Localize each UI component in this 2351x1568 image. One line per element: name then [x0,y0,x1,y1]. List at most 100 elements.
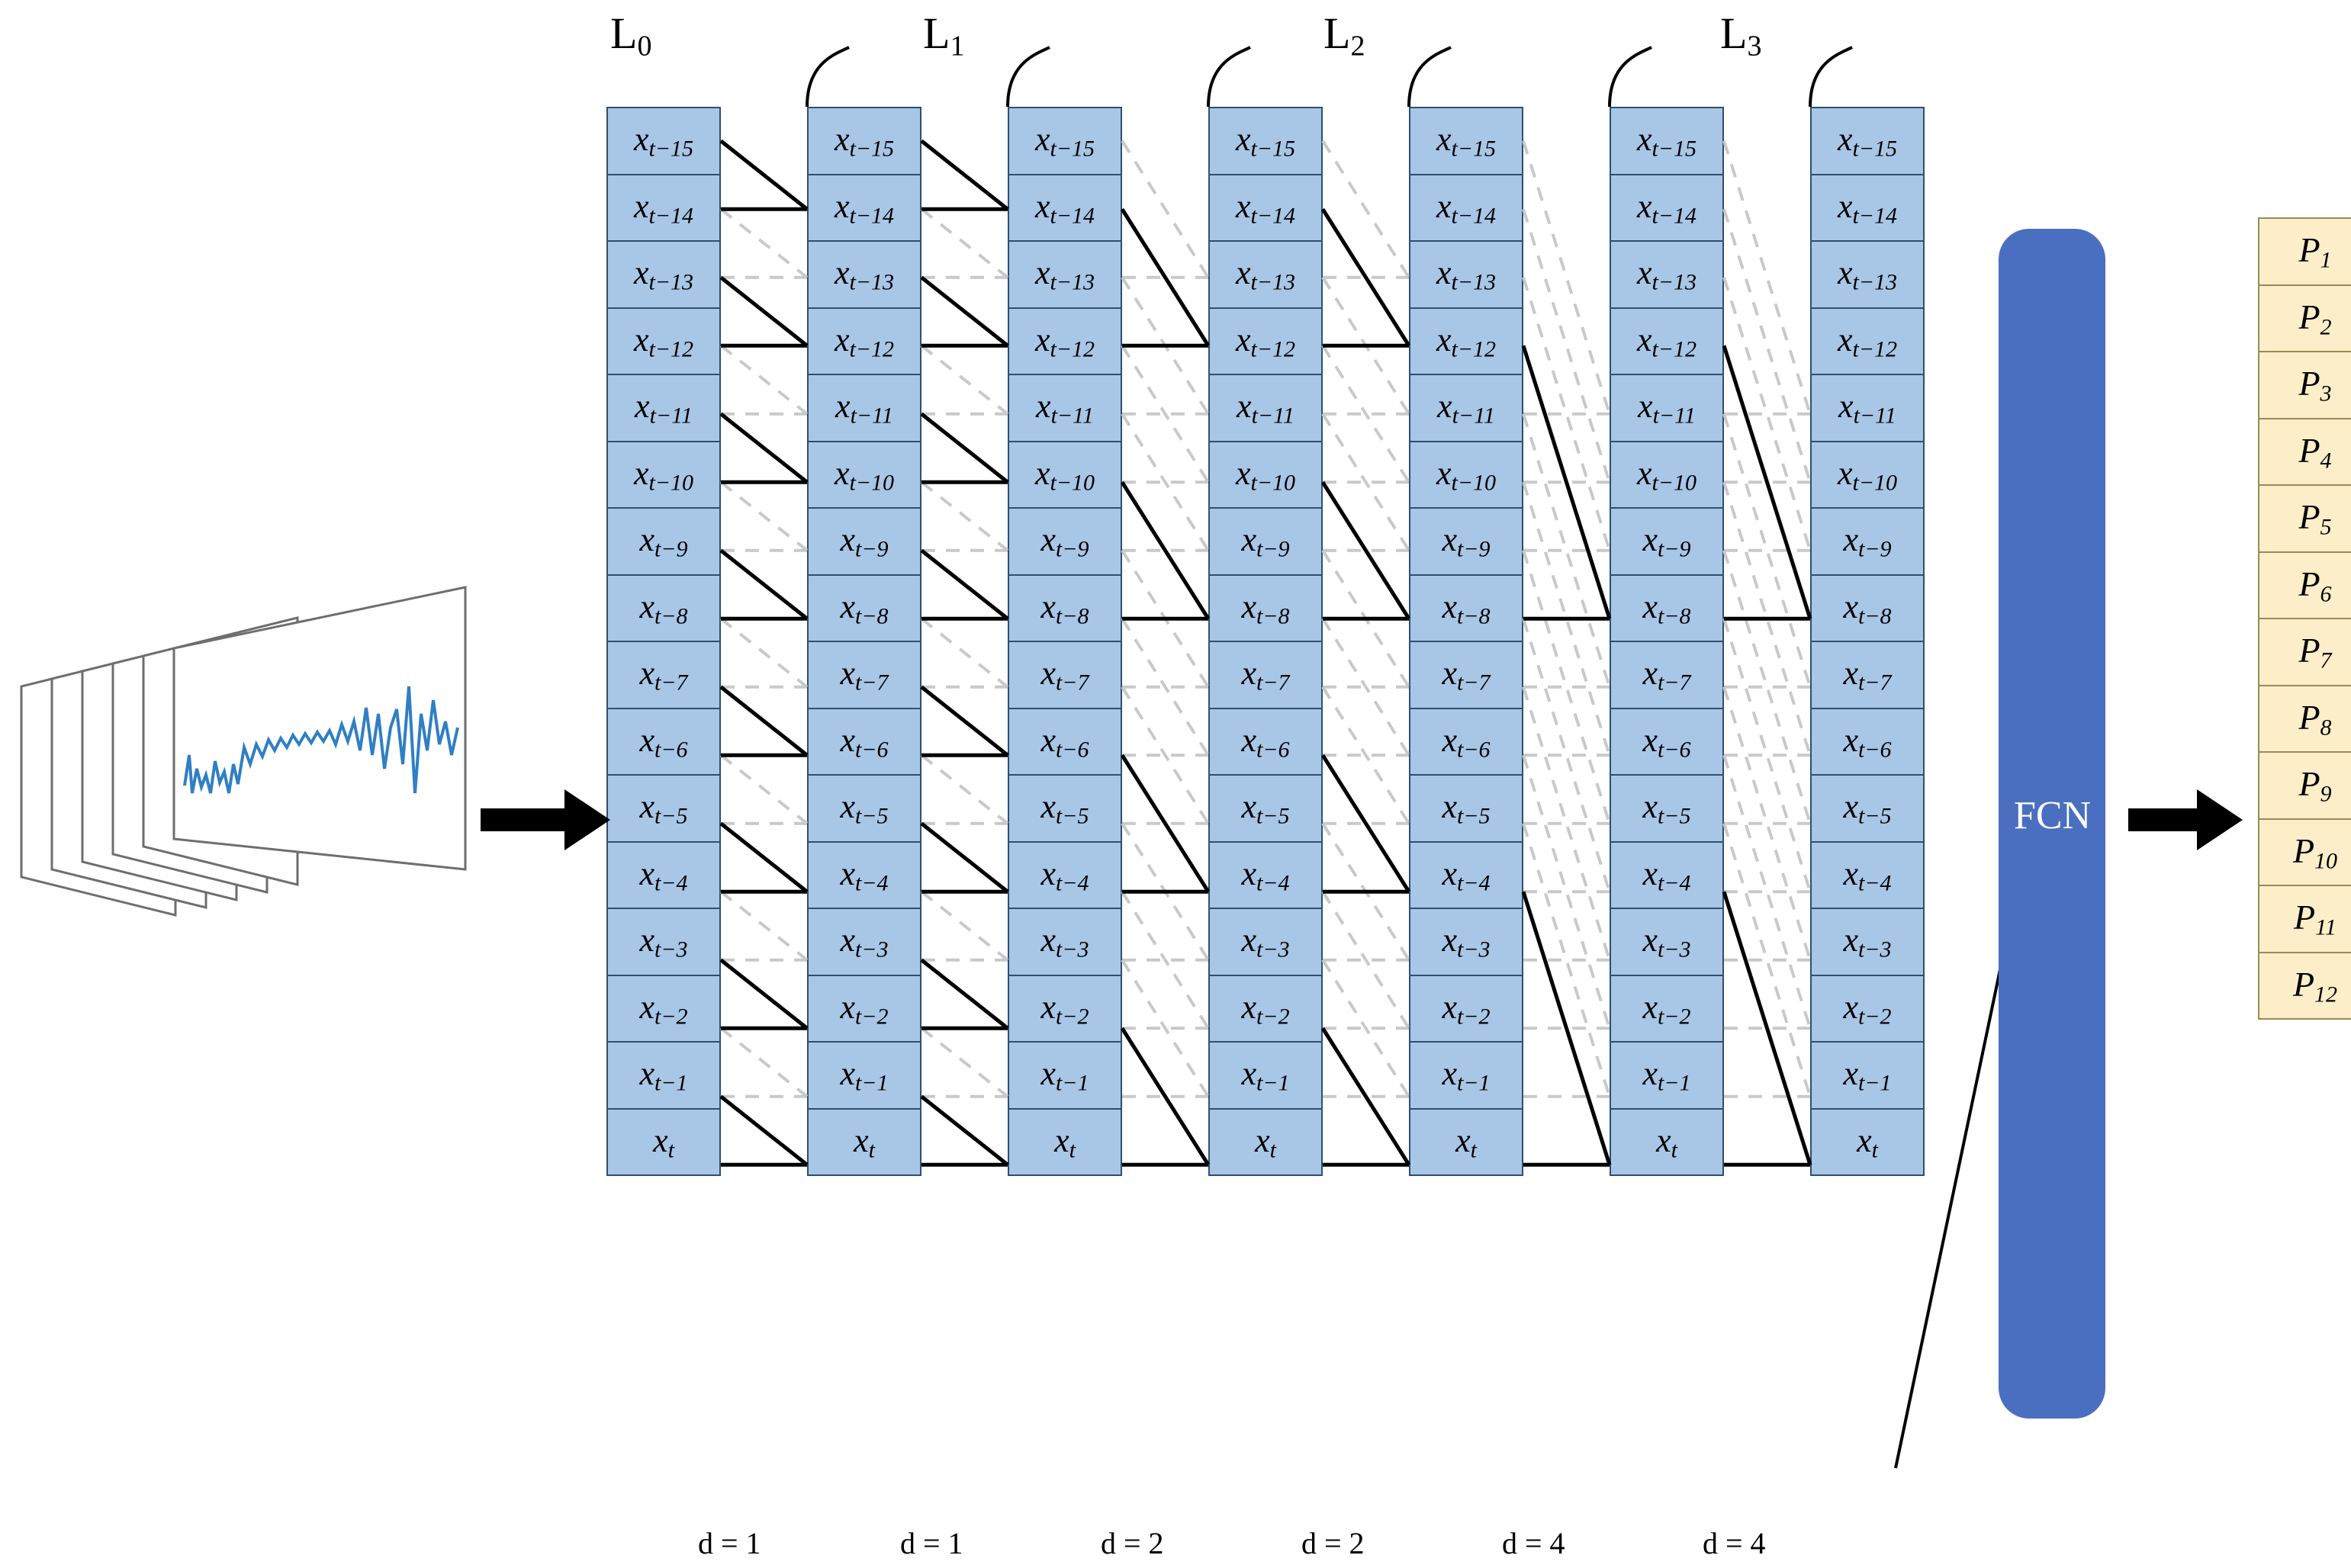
node-cell[interactable]: xt−15 [1610,107,1724,175]
prediction-cell[interactable]: P2 [2258,284,2351,352]
node-cell[interactable]: xt−11 [1409,374,1523,442]
prediction-cell[interactable]: P9 [2258,751,2351,820]
node-cell[interactable]: xt−12 [1208,307,1323,375]
prediction-cell[interactable]: P4 [2258,417,2351,486]
node-cell[interactable]: xt−13 [1409,240,1523,309]
prediction-cell[interactable]: P6 [2258,551,2351,619]
node-cell[interactable]: xt−8 [606,574,721,642]
prediction-cell[interactable]: P10 [2258,818,2351,886]
node-cell[interactable]: xt−15 [1409,107,1523,175]
node-cell[interactable]: xt−14 [1810,173,1925,242]
node-cell[interactable]: xt−2 [1008,974,1122,1043]
node-cell[interactable]: xt−1 [1208,1041,1323,1110]
node-cell[interactable]: xt−4 [1610,840,1724,909]
node-cell[interactable]: xt−13 [1208,240,1323,309]
node-cell[interactable]: xt−14 [1409,173,1523,242]
node-cell[interactable]: xt−3 [1208,908,1323,976]
prediction-cell[interactable]: P5 [2258,484,2351,553]
node-cell[interactable]: xt−10 [1409,440,1523,509]
node-cell[interactable]: xt−11 [1810,374,1925,442]
node-cell[interactable]: xt−13 [1008,240,1122,309]
node-cell[interactable]: xt−3 [1409,908,1523,976]
node-cell[interactable]: xt−1 [1008,1041,1122,1110]
node-cell[interactable]: xt−10 [1810,440,1925,509]
node-cell[interactable]: xt−6 [1008,707,1122,776]
node-cell[interactable]: xt−12 [1409,307,1523,375]
node-cell[interactable]: xt−11 [1008,374,1122,442]
node-cell[interactable]: xt−12 [807,307,921,375]
node-cell[interactable]: xt−14 [1610,173,1724,242]
node-cell[interactable]: xt−7 [1409,641,1523,709]
node-cell[interactable]: xt−6 [1810,707,1925,776]
node-cell[interactable]: xt−4 [606,840,721,909]
node-cell[interactable]: xt−15 [1008,107,1122,175]
prediction-cell[interactable]: P3 [2258,351,2351,419]
node-cell[interactable]: xt [1008,1107,1122,1176]
node-cell[interactable]: xt−7 [1208,641,1323,709]
node-cell[interactable]: xt−15 [1208,107,1323,175]
prediction-cell[interactable]: P1 [2258,217,2351,286]
node-cell[interactable]: xt−1 [606,1041,721,1110]
node-cell[interactable]: xt−11 [606,374,721,442]
node-cell[interactable]: xt−1 [1409,1041,1523,1110]
node-cell[interactable]: xt−8 [1008,574,1122,642]
node-cell[interactable]: xt−10 [606,440,721,509]
node-cell[interactable]: xt−11 [807,374,921,442]
node-cell[interactable]: xt [1810,1107,1925,1176]
node-cell[interactable]: xt−4 [1810,840,1925,909]
node-cell[interactable]: xt−12 [1610,307,1724,375]
node-cell[interactable]: xt−12 [1810,307,1925,375]
node-cell[interactable]: xt−8 [1208,574,1323,642]
node-cell[interactable]: xt−2 [807,974,921,1043]
node-cell[interactable]: xt−9 [807,507,921,576]
node-cell[interactable]: xt−13 [1610,240,1724,309]
node-cell[interactable]: xt−4 [1409,840,1523,909]
node-cell[interactable]: xt−5 [1409,774,1523,843]
node-cell[interactable]: xt−13 [1810,240,1925,309]
node-cell[interactable]: xt−5 [1810,774,1925,843]
node-cell[interactable]: xt−13 [807,240,921,309]
node-cell[interactable]: xt−1 [1610,1041,1724,1110]
prediction-cell[interactable]: P8 [2258,684,2351,753]
fcn-block[interactable] [1999,229,2105,1419]
node-cell[interactable]: xt−6 [807,707,921,776]
node-cell[interactable]: xt−5 [1610,774,1724,843]
node-cell[interactable]: xt−14 [606,173,721,242]
node-cell[interactable]: xt−2 [1810,974,1925,1043]
node-cell[interactable]: xt−10 [1208,440,1323,509]
node-cell[interactable]: xt [1610,1107,1724,1176]
prediction-cell[interactable]: P12 [2258,951,2351,1020]
node-cell[interactable]: xt−7 [807,641,921,709]
node-cell[interactable]: xt−3 [606,908,721,976]
node-cell[interactable]: xt−2 [606,974,721,1043]
node-cell[interactable]: xt−5 [1208,774,1323,843]
node-cell[interactable]: xt−4 [807,840,921,909]
node-cell[interactable]: xt−6 [1610,707,1724,776]
node-cell[interactable]: xt−15 [606,107,721,175]
node-cell[interactable]: xt−2 [1610,974,1724,1043]
node-cell[interactable]: xt−12 [1008,307,1122,375]
node-cell[interactable]: xt−7 [1008,641,1122,709]
node-cell[interactable]: xt−14 [1208,173,1323,242]
node-cell[interactable]: xt−11 [1208,374,1323,442]
node-cell[interactable]: xt−3 [807,908,921,976]
node-cell[interactable]: xt−4 [1208,840,1323,909]
node-cell[interactable]: xt−6 [1409,707,1523,776]
node-cell[interactable]: xt−12 [606,307,721,375]
node-cell[interactable]: xt−15 [1810,107,1925,175]
node-cell[interactable]: xt−14 [807,173,921,242]
node-cell[interactable]: xt−13 [606,240,721,309]
node-cell[interactable]: xt−9 [1810,507,1925,576]
node-cell[interactable]: xt−9 [1208,507,1323,576]
node-cell[interactable]: xt−8 [807,574,921,642]
node-cell[interactable]: xt−8 [1610,574,1724,642]
node-cell[interactable]: xt−2 [1409,974,1523,1043]
node-cell[interactable]: xt−2 [1208,974,1323,1043]
node-cell[interactable]: xt−10 [1610,440,1724,509]
node-cell[interactable]: xt−3 [1610,908,1724,976]
node-cell[interactable]: xt−9 [1409,507,1523,576]
node-cell[interactable]: xt−7 [1810,641,1925,709]
node-cell[interactable]: xt−14 [1008,173,1122,242]
node-cell[interactable]: xt [606,1107,721,1176]
prediction-cell[interactable]: P11 [2258,885,2351,953]
